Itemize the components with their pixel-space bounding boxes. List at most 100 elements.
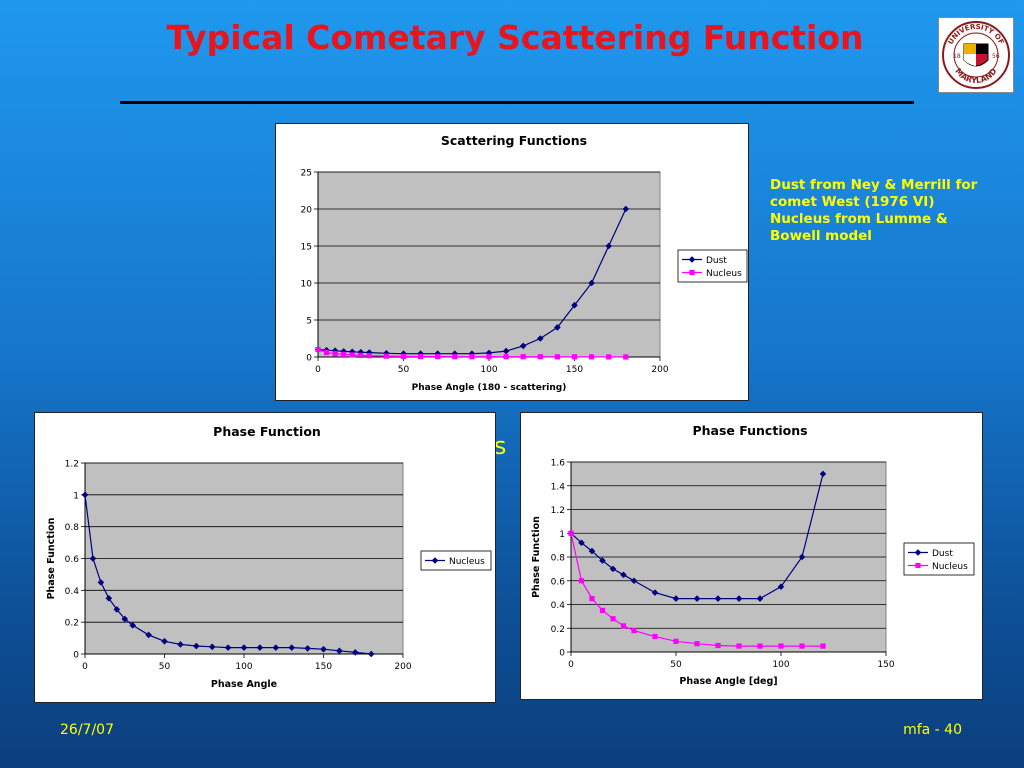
data-point [571, 354, 578, 360]
x-tick-label: 150 [566, 365, 583, 375]
y-tick-label: 0 [73, 651, 79, 661]
data-point [434, 350, 441, 357]
legend-label: Nucleus [706, 269, 742, 279]
y-tick-label: 0.2 [65, 619, 79, 629]
data-point [606, 354, 612, 360]
legend-marker [915, 562, 921, 569]
y-tick-label: 0.4 [65, 587, 80, 597]
data-point [418, 353, 424, 360]
x-axis-label: Phase Angle (180 - scattering) [412, 383, 567, 393]
y-tick-label: 0.6 [551, 577, 566, 587]
y-axis-label: Phase Function [46, 517, 57, 599]
data-point [820, 643, 826, 649]
phase-functions-chart: Phase Functions 0 0.2 0.4 0.6 0.8 1 1.2 1.4 1.6 0 5… [520, 412, 983, 700]
phase-function-chart: Phase Function 0 0.2 0.4 0.6 0.8 1 1.2 0 50 100 150… [34, 412, 496, 703]
data-point [631, 628, 637, 634]
data-point [336, 647, 343, 655]
y-tick-label: 1.2 [551, 506, 565, 516]
x-tick-label: 150 [877, 660, 894, 670]
slide-title: Typical Cometary Scattering Function [166, 18, 864, 57]
legend-label: Nucleus [449, 557, 485, 567]
data-point [589, 354, 595, 360]
data-point [383, 353, 389, 359]
footer-page-number: mfa - 40 [903, 722, 962, 738]
data-point [121, 615, 129, 623]
university-logo: UNIVERSITY OF MARYLAND 18 56 [938, 17, 1014, 93]
data-point [435, 354, 441, 360]
title-divider [120, 101, 914, 104]
data-point [358, 352, 364, 358]
x-tick-label: 100 [480, 365, 497, 375]
x-tick-label: 200 [651, 365, 668, 375]
data-point [568, 530, 574, 536]
y-tick-label: 0.6 [65, 555, 80, 565]
data-point [673, 638, 679, 644]
y-axis-label: Phase Function [531, 516, 542, 598]
data-point [288, 644, 295, 651]
chart-title: Phase Function [213, 424, 321, 439]
data-point [177, 641, 184, 648]
data-point [589, 595, 595, 602]
y-tick-label: 1 [559, 530, 565, 540]
y-tick-label: 5 [306, 317, 312, 327]
y-tick-label: 25 [301, 169, 312, 179]
data-point [588, 279, 595, 287]
series-line [84, 494, 372, 655]
y-tick-label: 0 [306, 354, 312, 364]
data-point [736, 643, 742, 649]
data-point [599, 607, 606, 614]
data-point [537, 354, 543, 360]
plot-area [317, 171, 661, 358]
x-tick-label: 0 [82, 662, 88, 672]
data-point [578, 578, 585, 584]
y-tick-label: 1 [73, 491, 79, 501]
data-point [519, 342, 527, 350]
data-point [520, 354, 526, 360]
caption-line: Nucleus from Lumme & [770, 211, 948, 227]
data-point [129, 622, 136, 629]
x-tick-label: 50 [159, 662, 171, 672]
chart-title: Phase Functions [692, 423, 807, 438]
data-point [715, 642, 721, 649]
legend-box [677, 249, 748, 283]
data-point [349, 352, 355, 358]
y-tick-label: 1.6 [551, 459, 566, 469]
legend-box [420, 550, 492, 571]
data-point [757, 643, 763, 649]
data-point [623, 354, 629, 360]
data-point [193, 642, 200, 650]
chart-title: Scattering Functions [441, 133, 587, 148]
x-axis-label: Phase Angle [deg] [679, 676, 777, 687]
data-point [272, 644, 280, 651]
phase-function-chart-svg: Phase Function 0 0.2 0.4 0.6 0.8 1 1.2 0 50 100 150… [46, 424, 492, 690]
data-point [605, 242, 612, 250]
caption-line: comet West (1976 VI) [770, 194, 935, 210]
data-point [451, 350, 459, 357]
series-line [317, 208, 627, 355]
scattering-functions-chart: Scattering Functions 0 5 10 15 20 25 0 50 100 150 2… [275, 123, 749, 401]
legend-box [903, 542, 975, 576]
y-tick-label: 0 [559, 649, 565, 659]
chart-caption: Dust from Ney & Merrill for comet West (… [770, 177, 1005, 245]
data-point [778, 643, 784, 649]
data-point [208, 643, 216, 651]
phase-functions-chart-svg: Phase Functions 0 0.2 0.4 0.6 0.8 1 1.2 1.4 1.6 0 5… [531, 423, 975, 687]
data-point [571, 301, 578, 309]
data-point [145, 631, 152, 639]
data-point [469, 354, 475, 360]
data-point [554, 324, 561, 331]
series-nucleus [315, 347, 629, 360]
x-tick-label: 150 [315, 662, 332, 672]
x-tick-label: 0 [315, 365, 321, 375]
series-line [317, 349, 626, 358]
university-of-maryland-seal-icon: UNIVERSITY OF MARYLAND 18 56 [942, 21, 1010, 89]
x-tick-label: 0 [568, 660, 574, 670]
data-point [161, 637, 168, 645]
data-point [256, 644, 264, 651]
data-point [113, 606, 121, 613]
y-tick-label: 0.4 [551, 601, 566, 611]
data-point [105, 594, 113, 602]
data-point [537, 335, 544, 342]
caption-line: Bowell model [770, 228, 872, 244]
data-point [304, 645, 311, 652]
